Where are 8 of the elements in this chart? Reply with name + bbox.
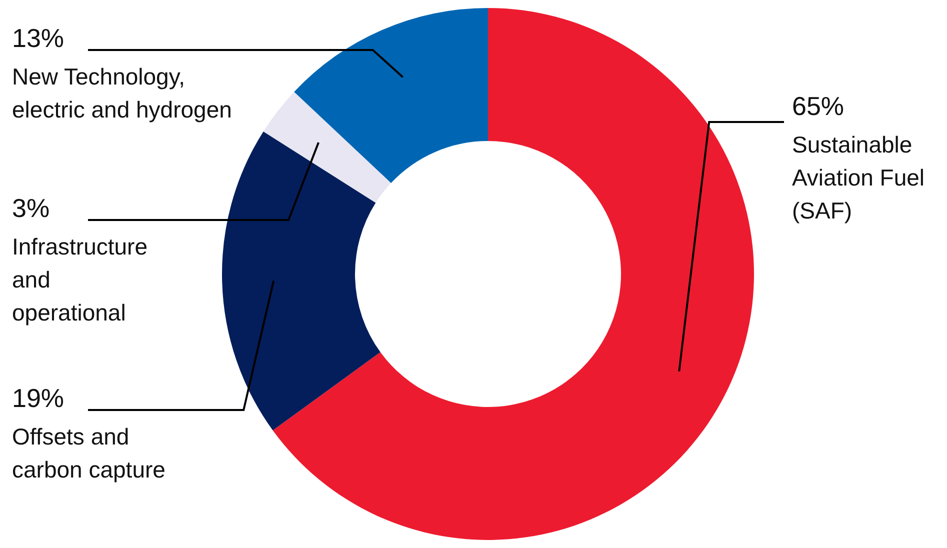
slice-label: New Technology, electric and hydrogen [12, 63, 232, 122]
data-label: 3% [12, 193, 50, 224]
data-label: 65% [792, 91, 844, 122]
slice-label: Infrastructure and operational [12, 233, 148, 326]
data-label: 13% [12, 23, 64, 54]
slice-label: Sustainable Aviation Fuel (SAF) [792, 131, 925, 224]
slice-label: Offsets and carbon capture [12, 423, 166, 482]
data-label: 19% [12, 383, 64, 414]
